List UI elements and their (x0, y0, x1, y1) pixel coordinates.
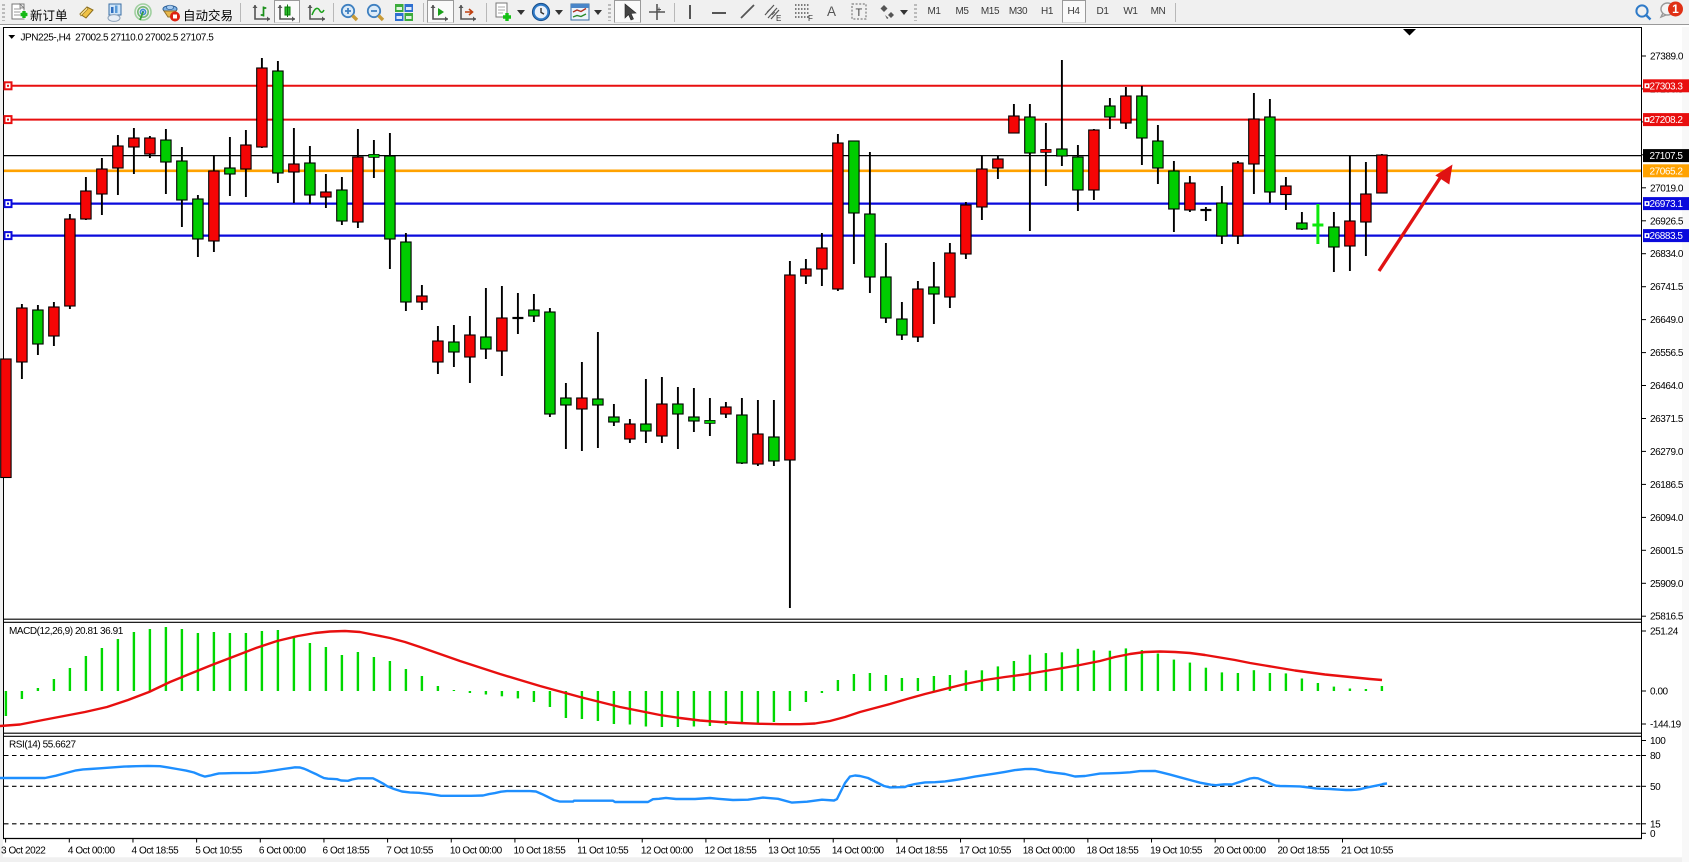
svg-text:25816.5: 25816.5 (1650, 612, 1684, 623)
svg-text:4 Oct 00:00: 4 Oct 00:00 (68, 846, 116, 857)
svg-text:26094.0: 26094.0 (1650, 513, 1684, 524)
svg-text:0.00: 0.00 (1650, 687, 1669, 698)
svg-text:26371.5: 26371.5 (1650, 414, 1684, 425)
svg-text:10 Oct 18:55: 10 Oct 18:55 (514, 846, 567, 857)
svg-text:4 Oct 18:55: 4 Oct 18:55 (132, 846, 180, 857)
svg-text:27303.3: 27303.3 (1650, 81, 1684, 92)
svg-text:26834.0: 26834.0 (1650, 249, 1684, 260)
svg-text:26741.5: 26741.5 (1650, 282, 1684, 293)
svg-text:50: 50 (1650, 782, 1661, 793)
svg-text:E: E (776, 14, 781, 23)
svg-text:15: 15 (1650, 819, 1661, 830)
svg-text:1: 1 (1672, 2, 1679, 16)
svg-text:26973.1: 26973.1 (1650, 199, 1684, 210)
svg-text:27208.2: 27208.2 (1650, 115, 1684, 126)
svg-text:27065.2: 27065.2 (1650, 166, 1684, 177)
svg-text:F: F (808, 14, 813, 23)
svg-text:JPN225-,H4 27002.5 27110.0 27: JPN225-,H4 27002.5 27110.0 27002.5 27107… (21, 33, 215, 44)
svg-text:26649.0: 26649.0 (1650, 315, 1684, 326)
svg-text:100: 100 (1650, 736, 1666, 747)
svg-text:25909.0: 25909.0 (1650, 579, 1684, 590)
svg-text:27107.5: 27107.5 (1650, 151, 1684, 162)
svg-text:0: 0 (1650, 829, 1656, 840)
svg-text:20 Oct 18:55: 20 Oct 18:55 (1277, 846, 1330, 857)
svg-text:20 Oct 00:00: 20 Oct 00:00 (1214, 846, 1267, 857)
svg-text:5 Oct 10:55: 5 Oct 10:55 (195, 846, 243, 857)
svg-text:17 Oct 10:55: 17 Oct 10:55 (959, 846, 1012, 857)
svg-text:12 Oct 18:55: 12 Oct 18:55 (705, 846, 758, 857)
svg-text:6 Oct 18:55: 6 Oct 18:55 (323, 846, 371, 857)
svg-text:-144.19: -144.19 (1650, 720, 1682, 731)
svg-text:26926.5: 26926.5 (1650, 216, 1684, 227)
svg-text:6 Oct 00:00: 6 Oct 00:00 (259, 846, 307, 857)
svg-text:10 Oct 00:00: 10 Oct 00:00 (450, 846, 503, 857)
svg-text:18 Oct 18:55: 18 Oct 18:55 (1086, 846, 1139, 857)
svg-text:27019.0: 27019.0 (1650, 183, 1684, 194)
svg-text:RSI(14) 55.6627: RSI(14) 55.6627 (9, 740, 77, 751)
svg-text:26279.0: 26279.0 (1650, 447, 1684, 458)
svg-text:80: 80 (1650, 751, 1661, 762)
svg-text:3 Oct 2022: 3 Oct 2022 (1, 846, 46, 857)
svg-text:26001.5: 26001.5 (1650, 546, 1684, 557)
svg-text:26186.5: 26186.5 (1650, 480, 1684, 491)
svg-text:13 Oct 10:55: 13 Oct 10:55 (768, 846, 821, 857)
svg-text:11 Oct 10:55: 11 Oct 10:55 (577, 846, 629, 857)
svg-text:12 Oct 00:00: 12 Oct 00:00 (641, 846, 694, 857)
svg-text:14 Oct 18:55: 14 Oct 18:55 (895, 846, 948, 857)
svg-text:26556.5: 26556.5 (1650, 348, 1684, 359)
svg-text:19 Oct 10:55: 19 Oct 10:55 (1150, 846, 1203, 857)
svg-text:T: T (856, 7, 863, 19)
svg-text:18 Oct 00:00: 18 Oct 00:00 (1023, 846, 1076, 857)
svg-text:26464.0: 26464.0 (1650, 381, 1684, 392)
svg-text:21 Oct 10:55: 21 Oct 10:55 (1341, 846, 1394, 857)
svg-text:251.24: 251.24 (1650, 627, 1679, 638)
svg-text:MACD(12,26,9) 20.81 36.91: MACD(12,26,9) 20.81 36.91 (9, 626, 124, 637)
svg-text:27389.0: 27389.0 (1650, 52, 1684, 63)
svg-text:7 Oct 10:55: 7 Oct 10:55 (386, 846, 434, 857)
svg-text:14 Oct 00:00: 14 Oct 00:00 (832, 846, 885, 857)
svg-text:26883.5: 26883.5 (1650, 231, 1684, 242)
